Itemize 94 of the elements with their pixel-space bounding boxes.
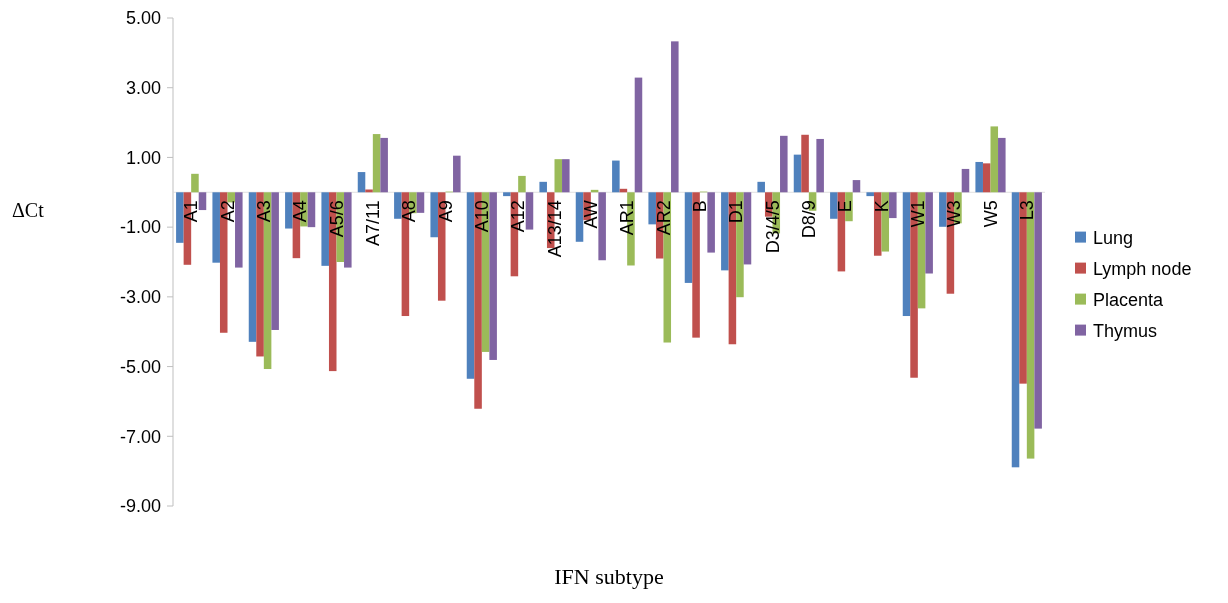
x-tick-label: A1 [181, 200, 202, 223]
bar [866, 192, 874, 197]
y-tick-label: -7.00 [119, 426, 161, 447]
bar [307, 192, 316, 228]
x-tick-label: D8/9 [799, 200, 820, 239]
bar [721, 192, 729, 271]
x-tick-label: A12 [508, 200, 529, 233]
bar [998, 137, 1006, 193]
x-tick-label: A13/14 [544, 200, 565, 258]
bar [562, 159, 570, 193]
legend-label: Thymus [1093, 320, 1158, 341]
x-tick-label: W5 [980, 200, 1001, 228]
y-tick-label: -3.00 [119, 287, 161, 308]
bar [961, 168, 970, 193]
bar [830, 192, 838, 219]
x-tick-label: A4 [290, 200, 311, 223]
y-tick-label: 3.00 [125, 78, 161, 99]
bar [357, 172, 366, 193]
x-tick-label: A7/11 [363, 200, 384, 246]
bar [889, 192, 897, 219]
bar [634, 77, 643, 193]
bar [248, 192, 257, 342]
bar [1011, 192, 1020, 468]
x-tick-label: A3 [254, 200, 275, 223]
bar [416, 192, 425, 213]
y-tick-label: 5.00 [125, 8, 161, 29]
bar [793, 154, 802, 193]
x-tick-label: AR1 [617, 200, 638, 236]
bar [757, 181, 765, 193]
bar [430, 192, 438, 238]
bar [525, 192, 534, 230]
x-tick-label: L3 [1017, 200, 1038, 221]
bar [466, 192, 475, 379]
bar [503, 192, 511, 197]
bar [539, 181, 547, 193]
bar [176, 192, 184, 243]
bar [780, 135, 788, 193]
x-tick-label: A9 [435, 200, 456, 223]
x-tick-label: A2 [217, 200, 238, 223]
y-tick-label: 1.00 [125, 147, 161, 168]
x-tick-label: W1 [908, 200, 929, 228]
bar [271, 192, 279, 330]
bar [852, 180, 861, 193]
bar [575, 192, 584, 242]
y-axis-title: ΔCt [12, 198, 45, 221]
bar [801, 134, 809, 193]
bar [902, 192, 911, 317]
bar [975, 161, 983, 193]
bar [816, 138, 824, 193]
bar [684, 192, 693, 283]
bar [554, 159, 563, 193]
bar [235, 192, 243, 268]
y-tick-label: -9.00 [119, 496, 161, 517]
x-tick-label: K [871, 200, 892, 213]
bar [198, 192, 207, 211]
bar [365, 189, 373, 193]
bar [1034, 192, 1042, 429]
x-tick-label: A8 [399, 200, 420, 223]
bar [191, 173, 199, 193]
bar [489, 192, 497, 360]
bar [372, 134, 381, 193]
x-tick-label: D3/4/5 [762, 200, 783, 254]
x-tick-label: W3 [944, 200, 965, 228]
legend-label: Lymph node [1093, 258, 1192, 279]
bar [285, 192, 293, 229]
bar [925, 192, 933, 274]
bar [707, 192, 715, 253]
x-tick-label: D1 [726, 200, 747, 224]
legend-label: Lung [1093, 227, 1134, 248]
y-tick-label: -1.00 [119, 217, 161, 238]
bar [344, 192, 352, 268]
bar [648, 192, 656, 225]
legend-label: Placenta [1093, 289, 1165, 310]
x-tick-label: E [835, 200, 856, 213]
bar [212, 192, 220, 263]
x-tick-label: AR2 [653, 200, 674, 236]
bar [743, 192, 752, 265]
bar [321, 192, 329, 266]
bar [612, 160, 620, 193]
bar [453, 155, 461, 193]
bar [380, 137, 388, 193]
bar [982, 163, 991, 193]
bar [394, 192, 402, 219]
y-tick-label: -5.00 [119, 356, 161, 377]
x-tick-label: AW [581, 200, 602, 229]
x-tick-label: B [690, 200, 711, 213]
bar [518, 175, 526, 193]
x-axis-title: IFN subtype [554, 564, 664, 589]
bar [939, 192, 947, 227]
bar [671, 41, 679, 193]
x-tick-label: A10 [472, 200, 493, 233]
bar [598, 192, 606, 261]
x-tick-label: A5/6 [326, 200, 347, 238]
bar [990, 126, 999, 193]
